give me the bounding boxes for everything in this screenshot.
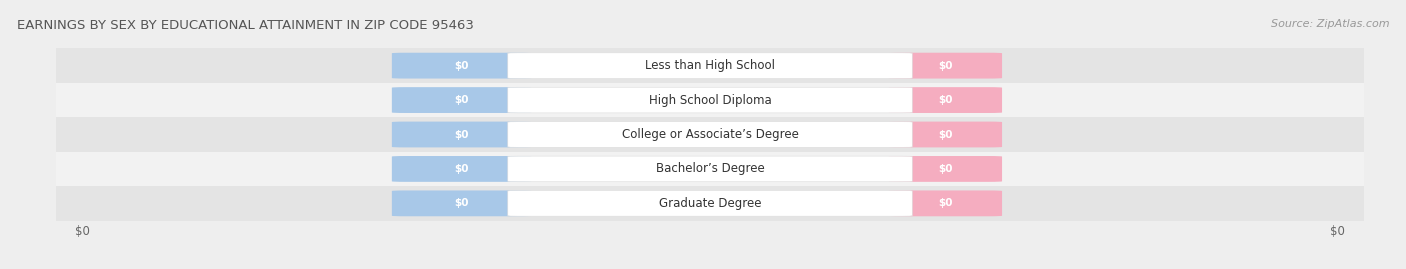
FancyBboxPatch shape bbox=[392, 190, 531, 216]
Bar bbox=[56, 186, 1364, 221]
FancyBboxPatch shape bbox=[392, 122, 531, 147]
Text: $0: $0 bbox=[454, 95, 468, 105]
Text: $0: $0 bbox=[938, 164, 953, 174]
FancyBboxPatch shape bbox=[508, 122, 912, 147]
FancyBboxPatch shape bbox=[889, 156, 1002, 182]
FancyBboxPatch shape bbox=[392, 156, 531, 182]
FancyBboxPatch shape bbox=[392, 53, 531, 79]
Text: $0: $0 bbox=[938, 129, 953, 140]
FancyBboxPatch shape bbox=[392, 87, 531, 113]
Bar bbox=[56, 152, 1364, 186]
FancyBboxPatch shape bbox=[508, 190, 912, 216]
Text: Source: ZipAtlas.com: Source: ZipAtlas.com bbox=[1271, 19, 1389, 29]
Bar bbox=[56, 117, 1364, 152]
Text: $0: $0 bbox=[454, 198, 468, 208]
Text: Bachelor’s Degree: Bachelor’s Degree bbox=[655, 162, 765, 175]
Text: $0: $0 bbox=[938, 95, 953, 105]
Bar bbox=[56, 48, 1364, 83]
Text: $0: $0 bbox=[938, 61, 953, 71]
Text: $0: $0 bbox=[454, 164, 468, 174]
FancyBboxPatch shape bbox=[889, 122, 1002, 147]
Bar bbox=[56, 83, 1364, 117]
Text: High School Diploma: High School Diploma bbox=[648, 94, 772, 107]
FancyBboxPatch shape bbox=[889, 190, 1002, 216]
FancyBboxPatch shape bbox=[508, 156, 912, 182]
FancyBboxPatch shape bbox=[508, 53, 912, 79]
Text: $0: $0 bbox=[454, 129, 468, 140]
Text: $0: $0 bbox=[938, 198, 953, 208]
Text: Less than High School: Less than High School bbox=[645, 59, 775, 72]
Text: Graduate Degree: Graduate Degree bbox=[659, 197, 761, 210]
FancyBboxPatch shape bbox=[508, 87, 912, 113]
Text: College or Associate’s Degree: College or Associate’s Degree bbox=[621, 128, 799, 141]
FancyBboxPatch shape bbox=[889, 87, 1002, 113]
Text: $0: $0 bbox=[454, 61, 468, 71]
Text: EARNINGS BY SEX BY EDUCATIONAL ATTAINMENT IN ZIP CODE 95463: EARNINGS BY SEX BY EDUCATIONAL ATTAINMEN… bbox=[17, 19, 474, 32]
FancyBboxPatch shape bbox=[889, 53, 1002, 79]
